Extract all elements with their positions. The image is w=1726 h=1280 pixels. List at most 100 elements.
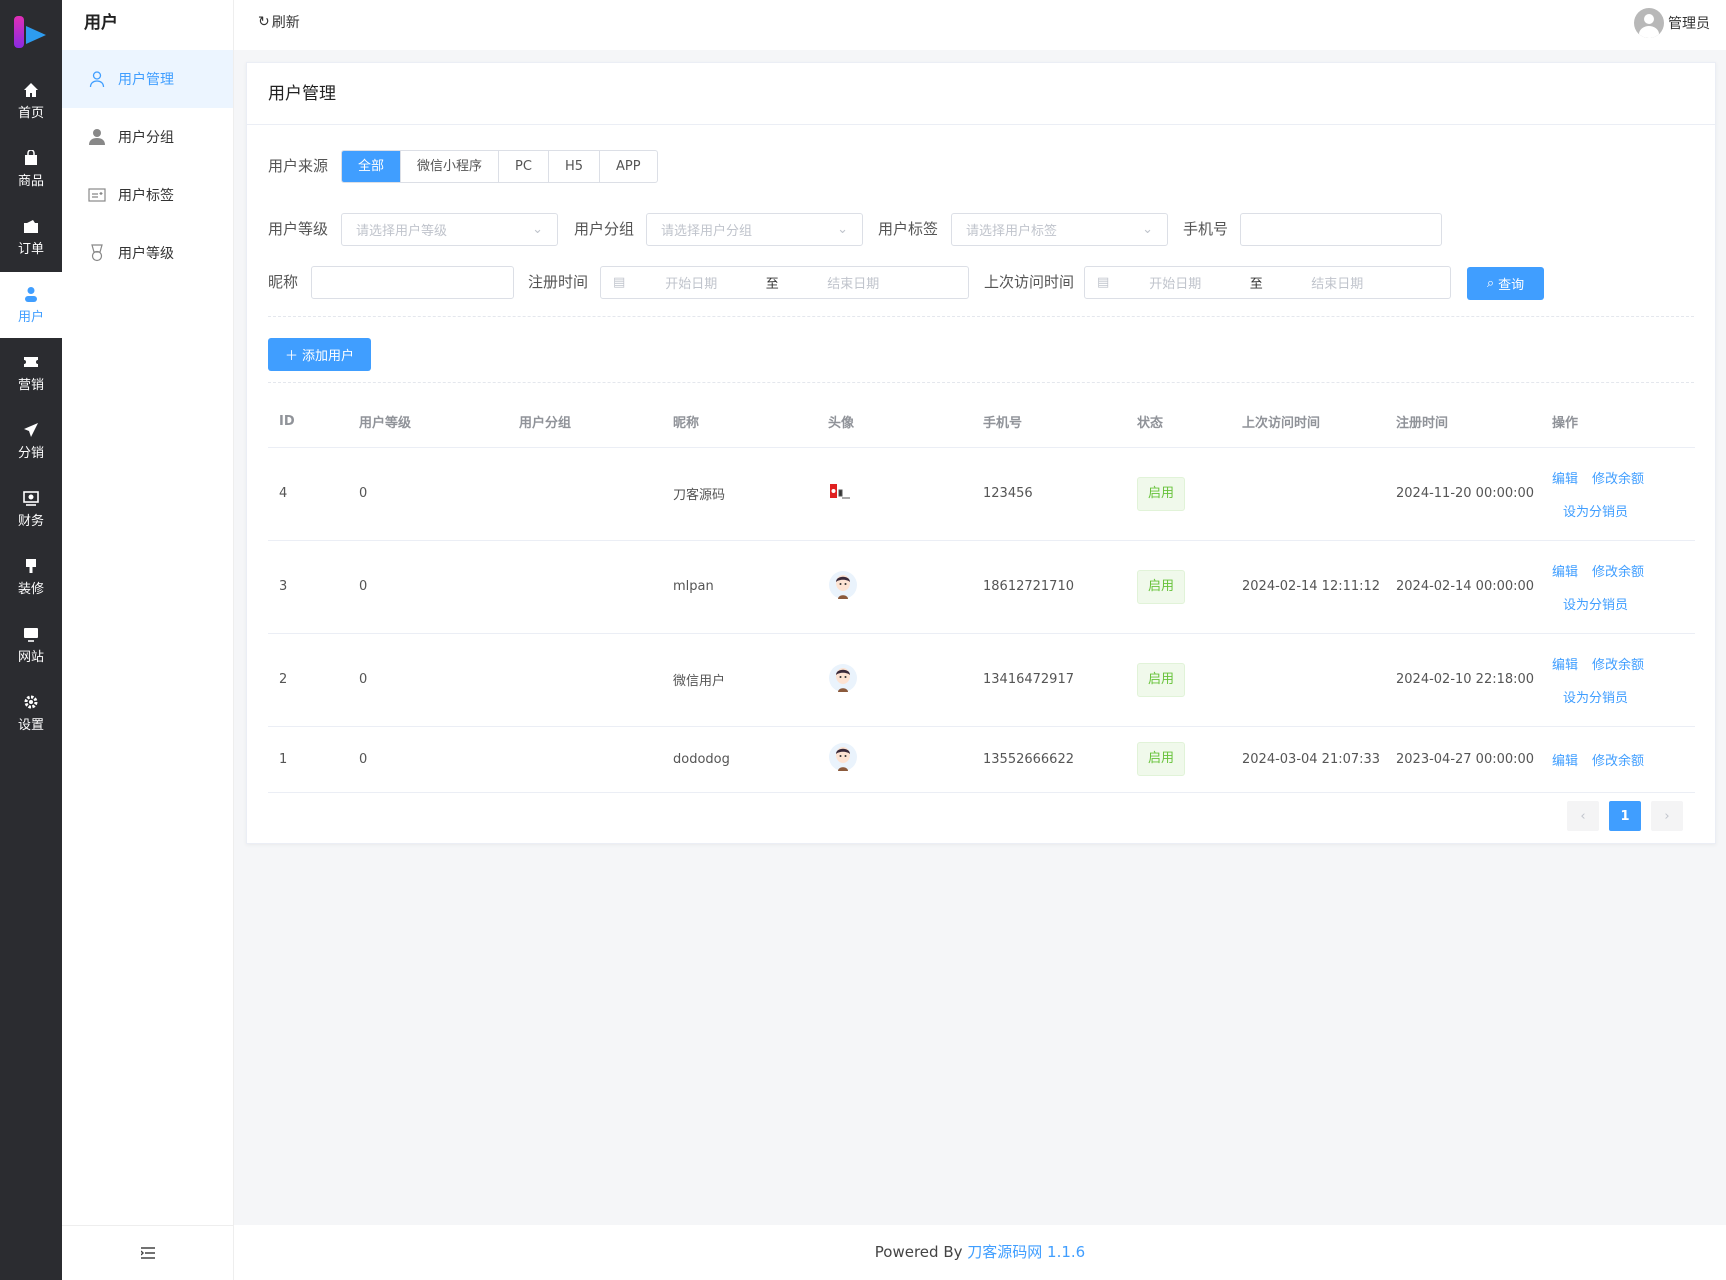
group-placeholder: 请选择用户分组 — [661, 224, 753, 239]
sidebar-title: 用户 — [84, 13, 118, 33]
group-select[interactable]: 请选择用户分组 ⌄ — [646, 213, 863, 246]
sidebar-item-user-level[interactable]: 用户等级 — [62, 224, 233, 282]
edit-balance-link[interactable]: 修改余额 — [1592, 657, 1645, 673]
tag-label: 用户标签 — [878, 220, 939, 238]
calendar-icon: ▤ — [613, 275, 626, 290]
add-user-button[interactable]: ＋ 添加用户 — [268, 338, 371, 371]
column-header: 状态 — [1126, 397, 1231, 448]
sidebar-item-user-group[interactable]: 用户分组 — [62, 108, 233, 166]
nickname-label: 昵称 — [268, 273, 299, 291]
source-option-app[interactable]: APP — [616, 159, 641, 174]
refresh-icon: ↻ — [258, 14, 270, 30]
cell-reg-time: 2024-02-14 00:00:00 — [1385, 540, 1541, 634]
cell-group — [508, 726, 662, 793]
edit-balance-link[interactable]: 修改余额 — [1592, 753, 1645, 769]
source-option-pc[interactable]: PC — [499, 151, 549, 182]
cell-actions: 编辑 修改余额设为分销员 — [1541, 447, 1695, 541]
cell-nickname: 微信用户 — [662, 633, 817, 727]
phone-input[interactable] — [1240, 213, 1442, 246]
page-title: 用户管理 — [247, 63, 1715, 125]
nav-item-monitor[interactable]: 网站 — [0, 612, 62, 678]
source-option-wechat[interactable]: 微信小程序 — [401, 151, 500, 182]
set-distributor-link[interactable]: 设为分销员 — [1563, 504, 1629, 520]
sidebar-item-label: 用户管理 — [118, 72, 174, 88]
pagination: ‹ 1 › — [1567, 801, 1683, 831]
column-header: 操作 — [1541, 397, 1695, 448]
wallet-icon — [24, 219, 38, 233]
cell-phone: 13416472917 — [972, 633, 1126, 727]
nav-item-brush[interactable]: 装修 — [0, 544, 62, 610]
nav-item-user[interactable]: 用户 — [0, 272, 62, 338]
nickname-input[interactable] — [311, 266, 514, 299]
last-visit-date-range[interactable]: ▤ 开始日期 至 结束日期 — [1084, 266, 1451, 299]
bag-icon — [25, 149, 37, 165]
cell-status: 启用 — [1126, 633, 1231, 727]
brush-icon — [26, 558, 36, 573]
app-logo — [14, 16, 46, 48]
nav-item-gear[interactable]: 设置 — [0, 680, 62, 746]
edit-link[interactable]: 编辑 — [1552, 753, 1579, 769]
level-placeholder: 请选择用户等级 — [356, 224, 448, 239]
cell-last-visit: 2024-03-04 21:07:33 — [1231, 726, 1385, 793]
user-group-icon — [89, 129, 105, 145]
query-button[interactable]: ⌕ 查询 — [1467, 267, 1544, 300]
nav-item-home[interactable]: 首页 — [0, 68, 62, 134]
user-table: ID 用户等级 用户分组 昵称 头像 手机号 状态 上次访问时间 注册时间 操作 4 0 刀客源码 12… — [268, 397, 1695, 793]
prev-page-button[interactable]: ‹ — [1567, 801, 1599, 831]
collapse-sidebar-button[interactable] — [62, 1225, 233, 1280]
set-distributor-link[interactable]: 设为分销员 — [1563, 690, 1629, 706]
chevron-down-icon: ⌄ — [532, 222, 543, 237]
next-page-button[interactable]: › — [1651, 801, 1683, 831]
nav-item-ticket[interactable]: 营销 — [0, 340, 62, 406]
source-label: 用户来源 — [268, 157, 329, 175]
nav-item-finance[interactable]: 财务 — [0, 476, 62, 542]
tag-select[interactable]: 请选择用户标签 ⌄ — [951, 213, 1168, 246]
user-menu[interactable]: 管理员 — [1634, 8, 1710, 38]
set-distributor-link[interactable]: 设为分销员 — [1563, 597, 1629, 613]
nav-item-label: 营销 — [17, 377, 44, 393]
divider — [268, 316, 1694, 317]
end-date[interactable]: 结束日期 — [827, 277, 880, 292]
edit-balance-link[interactable]: 修改余额 — [1592, 471, 1645, 487]
cell-id: 4 — [268, 447, 348, 541]
status-badge: 启用 — [1137, 742, 1186, 776]
source-radio-group: 全部 微信小程序 PC H5 APP — [341, 150, 658, 183]
sidebar-item-user-manage[interactable]: 用户管理 — [62, 50, 233, 108]
user-icon — [25, 286, 37, 302]
sub-sidebar: 用户 用户管理 用户分组 用户标签 用户等级 — [62, 0, 234, 1280]
level-label: 用户等级 — [268, 220, 329, 238]
source-option-h5[interactable]: H5 — [549, 151, 600, 182]
table-row: 2 0 微信用户 13416472917 启用 2024-02-10 22:18:00 编辑… — [268, 633, 1695, 727]
nav-item-wallet[interactable]: 订单 — [0, 204, 62, 270]
cell-id: 3 — [268, 540, 348, 634]
start-date[interactable]: 开始日期 — [1149, 277, 1202, 292]
footer: Powered By 刀客源码网 1.1.6 — [234, 1225, 1726, 1280]
level-select[interactable]: 请选择用户等级 ⌄ — [341, 213, 558, 246]
avatar — [1634, 8, 1664, 38]
nav-item-send[interactable]: 分销 — [0, 408, 62, 474]
ticket-icon — [24, 356, 38, 367]
footer-link[interactable]: 刀客源码网 1.1.6 — [967, 1243, 1086, 1261]
cell-status: 启用 — [1126, 447, 1231, 541]
refresh-button[interactable]: ↻ 刷新 — [258, 12, 300, 32]
edit-link[interactable]: 编辑 — [1552, 657, 1579, 673]
monitor-icon — [24, 627, 38, 642]
nav-item-label: 网站 — [17, 649, 44, 665]
gear-icon — [24, 695, 38, 708]
edit-link[interactable]: 编辑 — [1552, 564, 1579, 580]
avatar-face-icon — [829, 743, 857, 771]
cell-reg-time: 2024-11-20 00:00:00 — [1385, 447, 1541, 541]
edit-balance-link[interactable]: 修改余额 — [1592, 564, 1645, 580]
nav-item-bag[interactable]: 商品 — [0, 136, 62, 202]
column-header: 注册时间 — [1385, 397, 1541, 448]
refresh-label: 刷新 — [271, 15, 300, 31]
edit-link[interactable]: 编辑 — [1552, 471, 1579, 487]
sidebar-item-user-tag[interactable]: 用户标签 — [62, 166, 233, 224]
status-badge: 启用 — [1137, 569, 1186, 604]
calendar-icon: ▤ — [1097, 275, 1110, 290]
page-1-button[interactable]: 1 — [1609, 801, 1641, 831]
source-option-all[interactable]: 全部 — [342, 151, 402, 182]
end-date[interactable]: 结束日期 — [1311, 277, 1364, 292]
reg-date-range[interactable]: ▤ 开始日期 至 结束日期 — [600, 266, 969, 299]
start-date[interactable]: 开始日期 — [665, 277, 718, 292]
